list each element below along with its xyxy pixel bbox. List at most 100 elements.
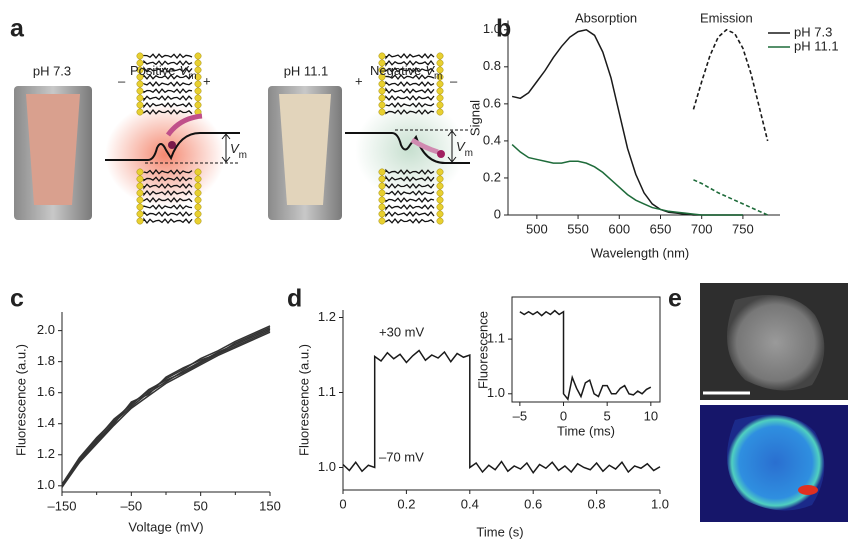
condition-word: Negative	[370, 63, 421, 78]
lipid-head	[136, 189, 144, 197]
lipid-head	[136, 94, 144, 102]
x-tick-label: 0	[560, 408, 567, 423]
lipid-head	[378, 73, 386, 81]
y-tick-label: 0.8	[483, 58, 501, 73]
lipid-head	[436, 108, 444, 116]
lipid-tail	[385, 175, 435, 183]
lipid-head	[136, 66, 144, 74]
lipid-head	[378, 94, 386, 102]
lipid-head	[194, 196, 202, 204]
lipid-tail	[143, 88, 193, 95]
x-tick-label: 550	[567, 221, 589, 236]
lipid-head	[378, 203, 386, 211]
vm-arrow	[447, 130, 457, 163]
lipid-head	[436, 217, 444, 225]
lipid-head	[436, 94, 444, 102]
lipid-head	[194, 94, 202, 102]
cell-heatmap	[727, 414, 825, 511]
lipid-head	[378, 182, 386, 190]
fluorescence-glow	[355, 100, 465, 200]
lipid-head	[194, 182, 202, 190]
lipid-head	[136, 73, 144, 81]
lipid-head	[136, 210, 144, 218]
lipid-tail	[385, 109, 435, 116]
lipid-tail	[385, 189, 435, 196]
cuvette-liquid	[279, 94, 331, 205]
lipid-tail	[143, 108, 193, 115]
lipid-head	[194, 59, 202, 67]
lipid-head	[194, 210, 202, 218]
x-tick-label: 5	[604, 408, 611, 423]
lipid-tail	[143, 176, 193, 183]
lipid-tail	[143, 73, 193, 80]
sign: –	[118, 73, 126, 88]
y-tick-label: 1.1	[318, 384, 336, 399]
x-axis-label: Voltage (mV)	[128, 519, 203, 534]
lipid-tail	[385, 74, 435, 81]
lipid-head	[194, 189, 202, 197]
lipid-head	[194, 203, 202, 211]
data-line	[61, 329, 271, 487]
data-line	[61, 325, 271, 485]
symbol: V	[425, 63, 435, 78]
membrane	[136, 52, 444, 225]
y-tick-label: 2.0	[37, 322, 55, 337]
y-axis-label: Fluorescence (a.u.)	[296, 344, 311, 456]
lipid-tail	[385, 87, 435, 95]
lipid-head	[436, 175, 444, 183]
retinal	[410, 137, 439, 155]
lipid-tail	[143, 53, 193, 60]
lipid-head	[436, 210, 444, 218]
annotation: –70 mV	[379, 449, 424, 464]
sample-label: pH 11.1	[284, 63, 329, 78]
x-axis-label: Time (ms)	[557, 423, 615, 438]
lipid-tail	[385, 182, 435, 189]
panel-label: e	[668, 285, 682, 313]
x-tick-label: 10	[644, 408, 658, 423]
x-tick-label: –150	[48, 498, 77, 513]
sign: +	[203, 73, 211, 88]
lipid-head	[436, 59, 444, 67]
potential-profile	[345, 132, 470, 164]
x-tick-label: 50	[193, 498, 207, 513]
cell	[727, 295, 825, 391]
lipid-tail	[385, 59, 435, 67]
chromophore	[168, 141, 176, 149]
y-tick-label: 1.1	[487, 331, 505, 346]
lipid-head	[194, 175, 202, 183]
lipid-head	[136, 175, 144, 183]
x-tick-label: 0.8	[588, 496, 606, 511]
lipid-head	[194, 87, 202, 95]
inset-frame	[511, 296, 661, 403]
lipid-head	[436, 196, 444, 204]
lipid-head	[378, 210, 386, 218]
x-tick-label: 0.2	[397, 496, 415, 511]
lipid-tail	[143, 59, 193, 67]
data-line	[511, 144, 743, 216]
x-tick-label: 500	[526, 221, 548, 236]
lipid-head	[136, 182, 144, 190]
panel-label: a	[10, 15, 25, 43]
subscript: m	[188, 71, 196, 82]
lipid-head	[436, 203, 444, 211]
condition-title: Negative Vm	[370, 63, 442, 81]
lipid-tail	[143, 66, 193, 73]
annotation: Emission	[700, 10, 753, 25]
lipid-head	[436, 52, 444, 60]
lipid-head	[378, 189, 386, 197]
lipid-tail	[143, 203, 193, 210]
lipid-head	[136, 52, 144, 60]
lipid-head	[378, 196, 386, 204]
annotation: Absorption	[575, 10, 637, 25]
x-tick-label: 750	[732, 221, 754, 236]
lipid-head	[436, 66, 444, 74]
emission-line	[693, 179, 768, 216]
y-axis-label: Signal	[467, 100, 482, 136]
lipid-tail	[143, 168, 193, 175]
x-tick-label: 0.6	[524, 496, 542, 511]
sign: –	[450, 73, 458, 88]
data-line	[61, 326, 271, 485]
lipid-head	[378, 80, 386, 88]
y-tick-label: 1.2	[37, 446, 55, 461]
symbol: V	[180, 63, 190, 78]
